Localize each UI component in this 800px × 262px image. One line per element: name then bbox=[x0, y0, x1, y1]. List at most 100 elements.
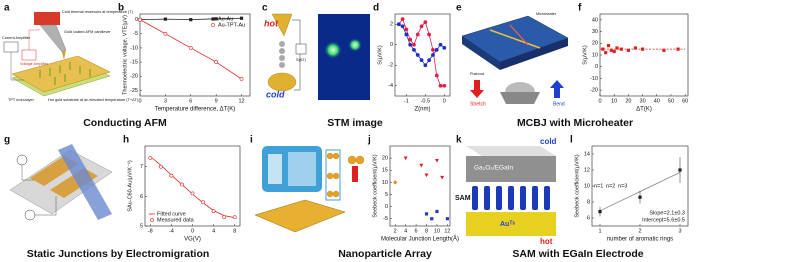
x-tick-label: 3 bbox=[678, 228, 681, 234]
point bbox=[138, 17, 142, 22]
point bbox=[214, 60, 219, 64]
label: Current Amplifier bbox=[2, 36, 31, 40]
x-tick-label: 0 bbox=[138, 98, 141, 104]
y-axis-label: SAu-C60-Au(μV/K⁻¹) bbox=[127, 160, 133, 211]
caption: SAM with EGaIn Electrode bbox=[512, 248, 643, 260]
x-tick-label: 40 bbox=[654, 98, 660, 104]
x-tick-label: 20 bbox=[625, 98, 631, 104]
molecule bbox=[508, 186, 514, 210]
point bbox=[434, 73, 439, 78]
point bbox=[427, 32, 432, 37]
point bbox=[188, 46, 193, 50]
caption: Nanoparticle Array bbox=[338, 248, 432, 260]
afm-diagram: Cold thermal reservoirs at temperature (… bbox=[2, 10, 139, 102]
chart: j 2 4 6 8 10 12 -5 0 5 10 15 20 Molecular Junction Le… bbox=[367, 135, 459, 243]
y-tick-label: 8 bbox=[587, 199, 590, 205]
point bbox=[435, 209, 439, 214]
y-tick-label: 6 bbox=[587, 215, 590, 221]
x-tick-label: 6 bbox=[415, 228, 418, 234]
point bbox=[400, 17, 405, 22]
x-tick-label: -8 bbox=[148, 228, 153, 234]
x-axis-label: Temperature difference, ΔT(K) bbox=[155, 107, 236, 113]
x-axis-label: number of aromatic rings bbox=[607, 237, 673, 243]
nanoparticle bbox=[355, 155, 365, 165]
monolayer bbox=[39, 62, 91, 85]
point bbox=[412, 42, 416, 47]
y-axis-label: Seebeck coefficient(μV/K) bbox=[574, 154, 580, 217]
panel-letter: k bbox=[456, 135, 462, 146]
amplifier-box bbox=[3, 41, 19, 53]
molecule-spot bbox=[348, 38, 362, 52]
nanoparticle bbox=[347, 155, 357, 165]
molecule bbox=[279, 62, 285, 68]
x-tick-label: 6 bbox=[189, 98, 192, 104]
source-box bbox=[295, 43, 307, 55]
label: Cold thermal reservoirs at temperature (… bbox=[62, 10, 134, 14]
molecule bbox=[352, 166, 358, 182]
molecule bbox=[268, 154, 282, 184]
point bbox=[438, 83, 443, 88]
panel-letter: g bbox=[4, 135, 10, 146]
caption: Conducting AFM bbox=[83, 117, 167, 129]
y-tick-label: 0 bbox=[390, 42, 393, 48]
y-tick-label: 10 bbox=[382, 180, 388, 186]
nanoparticle-array bbox=[326, 152, 365, 198]
molecule bbox=[532, 186, 538, 210]
legend-label: Fitted curve bbox=[157, 211, 186, 217]
y-axis-label: Seebeck coefficient(μV/K) bbox=[372, 154, 378, 217]
y-tick-label: -25 bbox=[130, 88, 138, 94]
y-tick-label: 0 bbox=[385, 204, 388, 210]
point bbox=[662, 48, 666, 52]
label: Bend bbox=[553, 101, 565, 107]
substrate bbox=[9, 149, 113, 215]
wire bbox=[35, 196, 57, 216]
top-electrode bbox=[466, 156, 556, 182]
plot-frame bbox=[139, 13, 251, 97]
x-tick-label: 4 bbox=[404, 228, 407, 234]
series-line bbox=[150, 156, 235, 219]
molecule bbox=[279, 41, 285, 47]
x-tick-label: 8 bbox=[425, 228, 428, 234]
chart: f0 10 20 30 40 50 60-20-10010203040ΔT(K)S(μV/K… bbox=[578, 3, 689, 113]
bend-arrow bbox=[550, 80, 564, 98]
panel-letter: e bbox=[456, 3, 462, 14]
point bbox=[169, 173, 174, 178]
objective bbox=[505, 82, 535, 92]
molecule bbox=[472, 186, 478, 210]
chart: b 0 3 6 9 12 0 -5 -10 -15 -20 -25 Temperature differ… bbox=[118, 3, 251, 113]
point bbox=[211, 23, 215, 27]
cantilever bbox=[39, 24, 67, 53]
y-tick-label: 14 bbox=[584, 151, 590, 157]
legend-label: Au-Au bbox=[218, 16, 233, 22]
panel-letter: f bbox=[578, 3, 582, 14]
point bbox=[612, 49, 616, 54]
x-tick-label: 0 bbox=[443, 98, 446, 104]
x-tick-label: 12 bbox=[444, 228, 450, 234]
substrate-side bbox=[462, 36, 500, 70]
y-tick-label: 10 bbox=[592, 52, 598, 58]
wire bbox=[10, 52, 24, 81]
point bbox=[438, 42, 443, 47]
point bbox=[442, 83, 447, 88]
nanoparticle bbox=[326, 190, 334, 198]
plot-frame bbox=[394, 13, 451, 97]
point bbox=[158, 164, 163, 169]
heater bbox=[509, 24, 529, 46]
y-tick-label: 40 bbox=[592, 17, 598, 23]
y-tick-label: 2 bbox=[390, 22, 393, 28]
y-tick-label: -15 bbox=[130, 60, 138, 66]
point bbox=[408, 42, 413, 47]
label: Voltage Amplifier bbox=[20, 62, 49, 66]
point bbox=[239, 16, 244, 20]
y-tick-label: 5 bbox=[385, 192, 388, 198]
meter bbox=[16, 154, 28, 166]
cold-reservoir bbox=[34, 12, 60, 25]
point bbox=[403, 156, 408, 161]
x-axis-label: Z(nm) bbox=[415, 107, 431, 113]
gate bbox=[58, 144, 112, 220]
legend-label: Au-TPT-Au bbox=[218, 22, 245, 28]
point bbox=[400, 24, 405, 29]
amplifier-box bbox=[21, 49, 37, 61]
